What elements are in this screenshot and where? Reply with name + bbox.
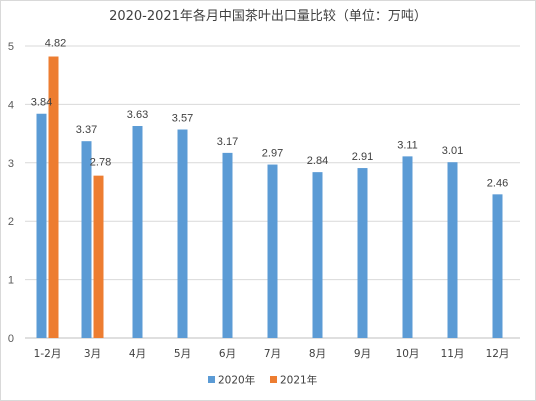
y-tick-label: 2	[8, 216, 14, 228]
data-label-2020: 3.01	[442, 145, 463, 157]
bars	[36, 56, 503, 339]
x-tick-label: 9月	[354, 348, 371, 360]
bar-2021	[93, 175, 104, 338]
x-tick-label: 6月	[219, 348, 236, 360]
x-tick-label: 12月	[486, 348, 510, 360]
x-tick-label: 10月	[396, 348, 420, 360]
x-tick-label: 8月	[309, 348, 326, 360]
y-axis-ticks: 0 1 2 3 4 5	[8, 41, 14, 345]
data-label-2020: 3.84	[31, 97, 52, 109]
data-labels: 3.84 4.82 3.37 2.78 3.63 3.57 3.17 2.97 2.84 2.91…	[31, 38, 508, 190]
legend-label: 2020年	[218, 374, 255, 387]
legend-swatch	[208, 376, 215, 383]
y-tick-label: 3	[8, 158, 14, 170]
data-label-2020: 2.97	[262, 148, 283, 160]
y-tick-label: 0	[8, 333, 14, 345]
data-label-2020: 2.91	[352, 151, 373, 163]
y-tick-label: 4	[8, 99, 14, 111]
x-tick-label: 3月	[84, 348, 101, 360]
data-label-2020: 3.11	[397, 139, 418, 151]
bar-2020	[357, 168, 368, 338]
x-axis-ticks: 1-2月 3月 4月 5月 6月 7月 8月 9月 10月 11月 12月	[34, 348, 510, 360]
bar-2020	[222, 152, 233, 338]
chart-title: 2020-2021年各月中国茶叶出口量比较（单位：万吨）	[109, 8, 427, 24]
x-tick-label: 11月	[441, 348, 465, 360]
data-label-2020: 3.63	[127, 109, 148, 121]
x-tick-label: 4月	[129, 348, 146, 360]
legend: 2020年 2021年	[208, 374, 317, 387]
bar-2020	[492, 194, 503, 338]
y-tick-label: 5	[8, 41, 14, 53]
bar-2021	[48, 56, 59, 339]
data-label-2021: 2.78	[90, 157, 111, 169]
bar-2020	[312, 172, 323, 338]
data-label-2020: 3.57	[172, 113, 193, 125]
bar-2020	[36, 113, 47, 338]
data-label-2020: 3.37	[76, 124, 97, 136]
data-label-2021: 4.82	[45, 38, 66, 50]
legend-label: 2021年	[280, 374, 317, 387]
x-tick-label: 5月	[174, 348, 191, 360]
bar-2020	[402, 156, 413, 338]
bar-2020	[132, 126, 143, 339]
bar-2020	[177, 129, 188, 338]
x-tick-label: 1-2月	[34, 348, 62, 360]
data-label-2020: 2.46	[487, 177, 508, 189]
bar-2020	[81, 141, 92, 338]
bar-2020	[267, 164, 278, 338]
gridlines	[25, 45, 520, 339]
legend-swatch	[270, 376, 277, 383]
y-tick-label: 1	[8, 275, 14, 287]
bar-2020	[447, 162, 458, 338]
data-label-2020: 3.17	[217, 136, 238, 148]
x-tick-label: 7月	[264, 348, 281, 360]
data-label-2020: 2.84	[307, 155, 328, 167]
